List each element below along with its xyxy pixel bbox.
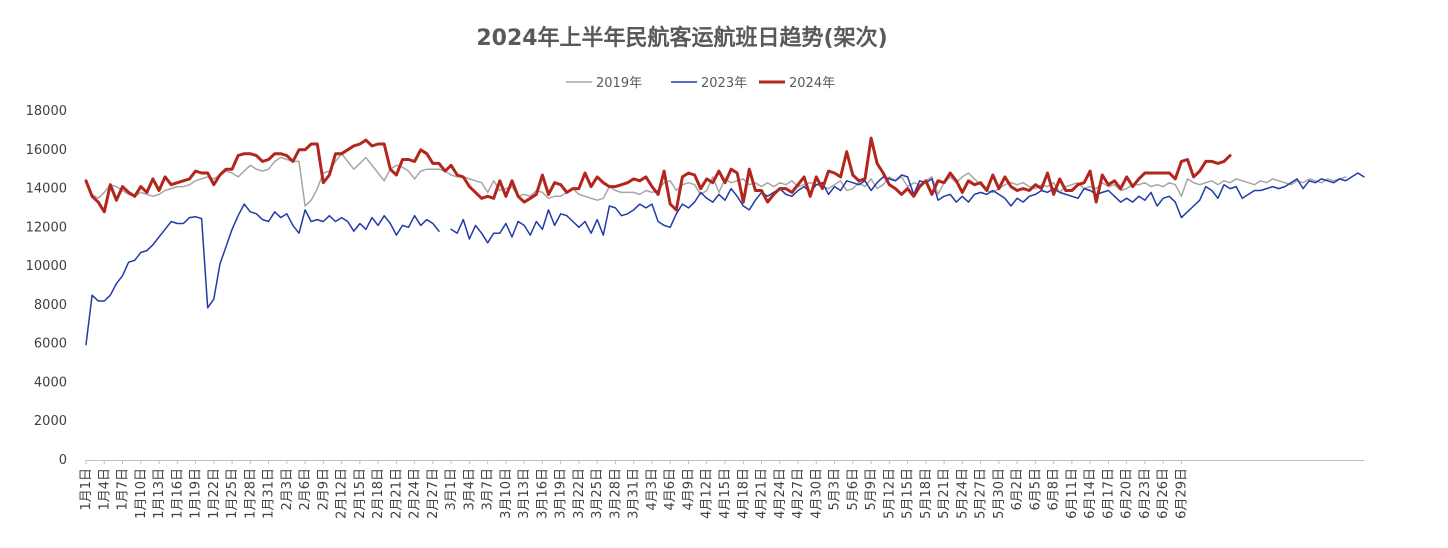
- x-tick-label: 6月11日: [1065, 468, 1080, 519]
- x-tick-label: 5月6日: [846, 468, 861, 511]
- x-tick-label: 3月22日: [572, 468, 587, 519]
- x-tick-label: 4月18日: [736, 468, 751, 519]
- y-tick-label: 18000: [26, 104, 67, 119]
- x-tick-label: 1月25日: [225, 468, 240, 519]
- x-tick-label: 3月31日: [627, 468, 642, 519]
- x-tick-label: 5月30日: [992, 468, 1007, 519]
- x-tick-label: 1月1日: [79, 468, 94, 511]
- x-tick-label: 4月9日: [681, 468, 696, 511]
- y-tick-label: 2000: [34, 414, 67, 429]
- x-tick-label: 3月10日: [499, 468, 514, 519]
- x-tick-label: 2月18日: [371, 468, 386, 519]
- x-tick-label: 2月3日: [280, 468, 295, 511]
- x-tick-label: 4月15日: [718, 468, 733, 519]
- x-tick-label: 5月3日: [828, 468, 843, 511]
- x-tick-label: 6月17日: [1101, 468, 1116, 519]
- x-tick-label: 6月5日: [1028, 468, 1043, 511]
- y-tick-label: 6000: [34, 337, 67, 352]
- y-tick-label: 12000: [26, 220, 67, 235]
- x-tick-label: 3月16日: [535, 468, 550, 519]
- x-tick-label: 3月7日: [481, 468, 496, 511]
- legend-item: 2024年: [759, 76, 835, 91]
- y-axis: 0 2000 4000 6000 8000 10000 12000 14000 16000 180…: [26, 104, 1364, 468]
- x-tick-label: 5月15日: [901, 468, 916, 519]
- x-tick-label: 5月21日: [937, 468, 952, 519]
- x-tick-label: 1月31日: [262, 468, 277, 519]
- legend: 2019年 2023年 2024年: [566, 76, 835, 91]
- y-tick-label: 4000: [34, 375, 67, 390]
- x-tick-label: 4月30日: [809, 468, 824, 519]
- x-tick-label: 4月27日: [791, 468, 806, 519]
- legend-label: 2023年: [701, 76, 747, 91]
- x-tick-label: 4月3日: [645, 468, 660, 511]
- x-tick-label: 1月7日: [116, 468, 131, 511]
- series-layer: [84, 136, 1365, 346]
- x-tick-label: 4月21日: [755, 468, 770, 519]
- x-tick-label: 2月27日: [426, 468, 441, 519]
- x-tick-label: 1月22日: [207, 468, 222, 519]
- x-tick-label: 6月23日: [1138, 468, 1153, 519]
- x-tick-label: 3月13日: [517, 468, 532, 519]
- x-tick-label: 6月8日: [1047, 468, 1062, 511]
- x-tick-label: 1月19日: [189, 468, 204, 519]
- x-tick-label: 3月19日: [554, 468, 569, 519]
- x-tick-label: 6月14日: [1083, 468, 1098, 519]
- legend-item: 2019年: [566, 76, 642, 91]
- x-tick-label: 5月18日: [919, 468, 934, 519]
- x-tick-label: 5月24日: [955, 468, 970, 519]
- x-tick-label: 1月10日: [134, 468, 149, 519]
- x-tick-label: 3月28日: [608, 468, 623, 519]
- x-tick-label: 6月26日: [1156, 468, 1171, 519]
- x-tick-label: 6月2日: [1010, 468, 1025, 511]
- y-tick-label: 8000: [34, 298, 67, 313]
- series-line-2024年: [84, 136, 1232, 214]
- x-tick-label: 3月4日: [462, 468, 477, 511]
- x-tick-label: 2月24日: [408, 468, 423, 519]
- series-line-2023年: [85, 172, 1365, 346]
- y-tick-label: 0: [59, 453, 67, 468]
- x-tick-label: 1月4日: [97, 468, 112, 511]
- x-tick-label: 2月6日: [298, 468, 313, 511]
- x-tick-label: 4月12日: [700, 468, 715, 519]
- legend-label: 2024年: [789, 76, 835, 91]
- x-tick-label: 1月13日: [152, 468, 167, 519]
- x-tick-label: 4月24日: [773, 468, 788, 519]
- x-tick-label: 5月12日: [882, 468, 897, 519]
- x-tick-label: 1月28日: [243, 468, 258, 519]
- x-tick-label: 1月16日: [170, 468, 185, 519]
- x-tick-label: 5月27日: [974, 468, 989, 519]
- legend-item: 2023年: [671, 76, 747, 91]
- x-tick-label: 2月12日: [335, 468, 350, 519]
- chart-title: 2024年上半年民航客运航班日趋势(架次): [476, 25, 887, 51]
- x-tick-label: 2月21日: [389, 468, 404, 519]
- x-tick-label: 2月15日: [353, 468, 368, 519]
- x-tick-label: 2月9日: [316, 468, 331, 511]
- x-tick-label: 3月1日: [444, 468, 459, 511]
- legend-label: 2019年: [596, 76, 642, 91]
- x-tick-label: 4月6日: [663, 468, 678, 511]
- y-tick-label: 14000: [26, 182, 67, 197]
- x-tick-label: 5月9日: [864, 468, 879, 511]
- x-tick-label: 6月20日: [1120, 468, 1135, 519]
- x-tick-label: 3月25日: [590, 468, 605, 519]
- x-axis: 1月1日 1月4日 1月7日 1月10日 1月13日 1月16日 1月19日 1月22日 1月2…: [79, 460, 1189, 519]
- y-tick-label: 10000: [26, 259, 67, 274]
- y-tick-label: 16000: [26, 143, 67, 158]
- x-tick-label: 6月29日: [1174, 468, 1189, 519]
